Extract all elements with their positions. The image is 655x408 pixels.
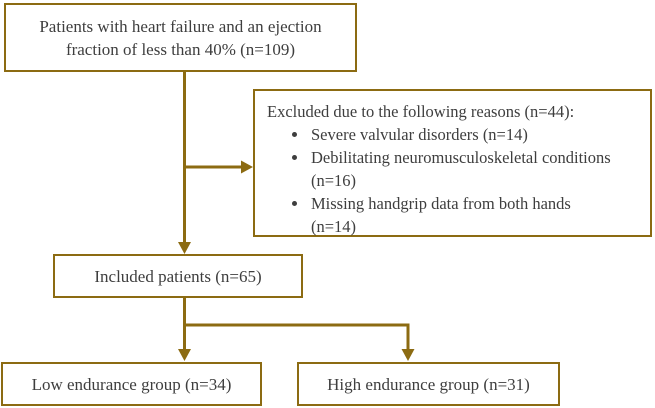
excluded-item-neuromusculoskeletal: Debilitating neuromusculoskeletal condit… [309,146,642,192]
high-endurance-group-box: High endurance group (n=31) [297,362,560,406]
excluded-item-handgrip: Missing handgrip data from both hands (n… [309,192,642,238]
excluded-reasons-box: Excluded due to the following reasons (n… [253,89,652,237]
excluded-reasons-list: Severe valvular disorders (n=14) Debilit… [267,123,642,238]
excluded-heading: Excluded due to the following reasons (n… [267,102,575,121]
excluded-item-neuromusculoskeletal-text: Debilitating neuromusculoskeletal condit… [311,148,611,167]
arrow-down-low-icon [178,349,191,361]
excluded-item-valvular-text: Severe valvular disorders (n=14) [311,125,528,144]
eligible-patients-box: Patients with heart failure and an eject… [4,3,357,72]
excluded-item-handgrip-count: (n=14) [311,217,357,236]
included-patients-box: Included patients (n=65) [53,254,303,298]
eligible-text-line-2: fraction of less than 40% (n=109) [65,39,296,59]
arrow-down-high-icon [401,349,415,361]
arrow-right-excluded-icon [241,160,253,174]
high-endurance-group-text: High endurance group (n=31) [327,374,530,394]
arrow-down-included-icon [178,242,191,254]
eligible-text-line-1: Patients with heart failure and an eject… [39,16,322,36]
low-endurance-group-box: Low endurance group (n=34) [1,362,262,406]
excluded-item-valvular: Severe valvular disorders (n=14) [309,123,642,146]
included-patients-text: Included patients (n=65) [94,266,262,286]
low-endurance-group-text: Low endurance group (n=34) [31,374,232,394]
stem-included-to-split [183,297,410,350]
excluded-item-handgrip-text: Missing handgrip data from both hands [311,194,571,213]
excluded-item-neuromusculoskeletal-count: (n=16) [311,171,357,190]
